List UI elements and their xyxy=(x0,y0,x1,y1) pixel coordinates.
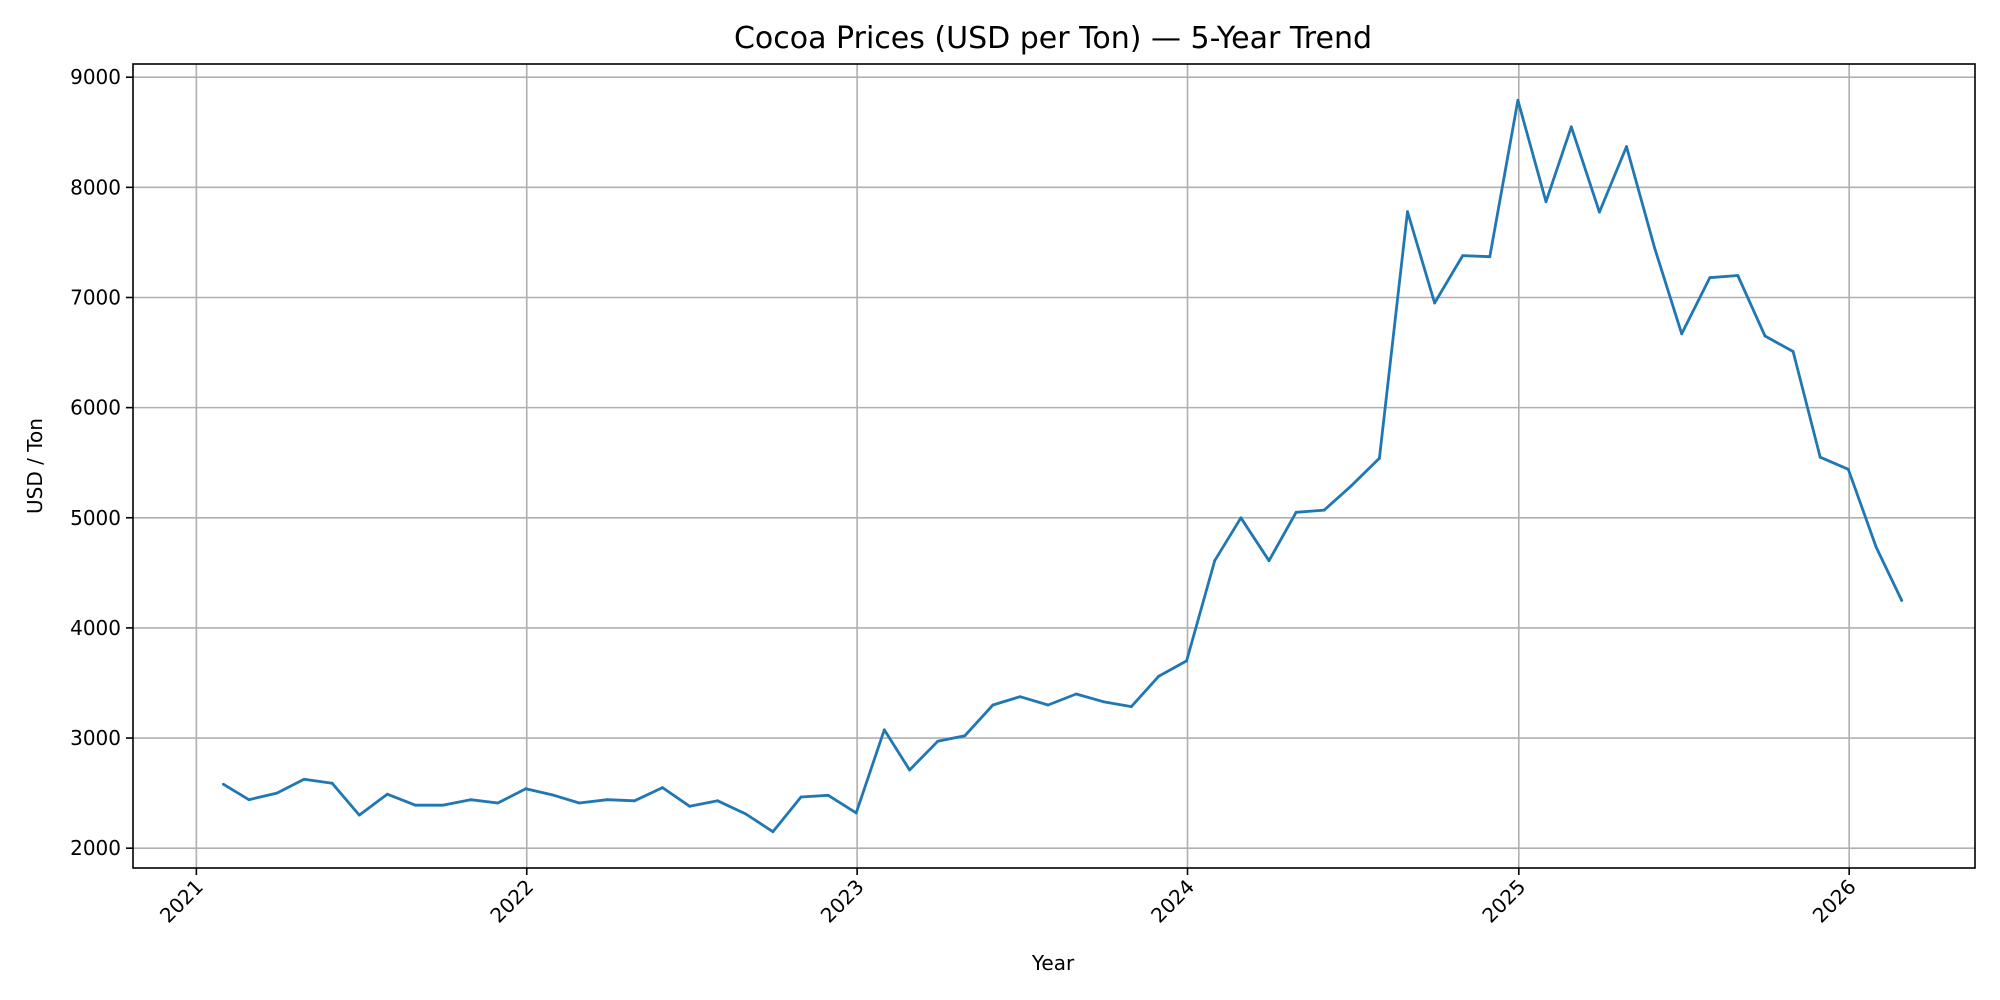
plot-frame xyxy=(132,63,1976,869)
data-point xyxy=(302,777,306,781)
data-point xyxy=(1157,675,1160,678)
grid-layer xyxy=(133,64,1975,868)
data-point xyxy=(577,801,581,805)
x-tick-label: 2026 xyxy=(1808,875,1861,928)
data-point xyxy=(882,728,886,732)
data-point xyxy=(963,734,967,738)
data-point xyxy=(414,803,417,807)
data-point xyxy=(799,795,803,799)
data-point xyxy=(1074,692,1078,696)
data-point xyxy=(1239,516,1243,520)
data-point xyxy=(247,798,251,802)
data-point xyxy=(744,812,748,816)
data-point xyxy=(1874,546,1878,549)
data-point xyxy=(1130,705,1133,708)
data-point xyxy=(1101,700,1105,704)
data-point xyxy=(1625,145,1628,149)
x-tick-label: 2025 xyxy=(1477,875,1530,928)
data-point xyxy=(1322,508,1326,512)
y-tick-label: 4000 xyxy=(70,616,121,640)
data-point xyxy=(357,813,361,817)
series-layer xyxy=(222,98,1904,834)
data-point xyxy=(1213,559,1217,563)
data-point xyxy=(1488,255,1492,259)
data-point xyxy=(991,703,995,707)
data-point xyxy=(1653,246,1656,250)
data-point xyxy=(1185,659,1188,663)
data-points xyxy=(222,98,1904,834)
data-point xyxy=(1018,695,1022,699)
data-point xyxy=(1680,332,1684,336)
data-point xyxy=(1736,274,1740,277)
y-tick-label: 7000 xyxy=(70,285,121,309)
data-point xyxy=(275,791,279,795)
data-point xyxy=(1846,467,1850,471)
y-tick-label: 2000 xyxy=(70,836,121,860)
data-point xyxy=(469,798,472,802)
data-point xyxy=(552,793,556,797)
y-tick-label: 9000 xyxy=(70,65,121,89)
data-point xyxy=(633,799,636,803)
data-point xyxy=(1544,200,1548,204)
data-point xyxy=(826,793,830,797)
data-point xyxy=(1763,334,1767,338)
data-point xyxy=(441,803,444,807)
data-point xyxy=(1569,125,1573,129)
data-point xyxy=(330,781,334,785)
y-tick-label: 5000 xyxy=(70,506,121,530)
data-point xyxy=(1433,301,1436,305)
data-point xyxy=(716,799,720,803)
y-tick-label: 6000 xyxy=(70,396,121,420)
data-point xyxy=(936,739,940,743)
price-series-line xyxy=(222,98,1904,834)
data-point xyxy=(661,786,664,789)
data-point xyxy=(1294,510,1298,514)
data-point xyxy=(771,830,775,834)
data-point xyxy=(688,804,692,808)
data-point xyxy=(1818,455,1822,459)
data-point xyxy=(1598,210,1601,214)
y-axis-label: USD / Ton xyxy=(23,418,47,514)
x-tick-label: 2023 xyxy=(816,875,869,928)
data-point xyxy=(1267,559,1271,563)
data-point xyxy=(854,811,858,815)
data-point xyxy=(1349,484,1353,488)
data-point xyxy=(908,768,911,772)
x-tick-label: 2022 xyxy=(485,875,538,928)
x-tick-label: 2024 xyxy=(1146,875,1199,928)
data-point xyxy=(1461,254,1465,257)
data-point xyxy=(605,798,609,802)
data-point xyxy=(1046,703,1050,707)
data-point xyxy=(1900,599,1904,602)
data-point xyxy=(1516,98,1520,102)
data-point xyxy=(222,782,225,786)
x-axis-label: Year xyxy=(1031,951,1075,975)
x-tick-label: 2021 xyxy=(155,875,208,928)
data-point xyxy=(385,792,389,796)
y-tick-label: 3000 xyxy=(70,726,121,750)
data-point xyxy=(1378,456,1381,460)
data-point xyxy=(524,787,528,791)
data-point xyxy=(496,801,500,805)
data-point xyxy=(1791,350,1795,353)
tick-layer: 2021 2022 2023 2024 2025 2026 2000 3000 4000 5000… xyxy=(70,65,1861,927)
data-point xyxy=(1708,276,1712,280)
data-point xyxy=(1406,210,1409,214)
chart-title: Cocoa Prices (USD per Ton) — 5-Year Tren… xyxy=(734,21,1372,56)
y-tick-label: 8000 xyxy=(70,175,121,199)
